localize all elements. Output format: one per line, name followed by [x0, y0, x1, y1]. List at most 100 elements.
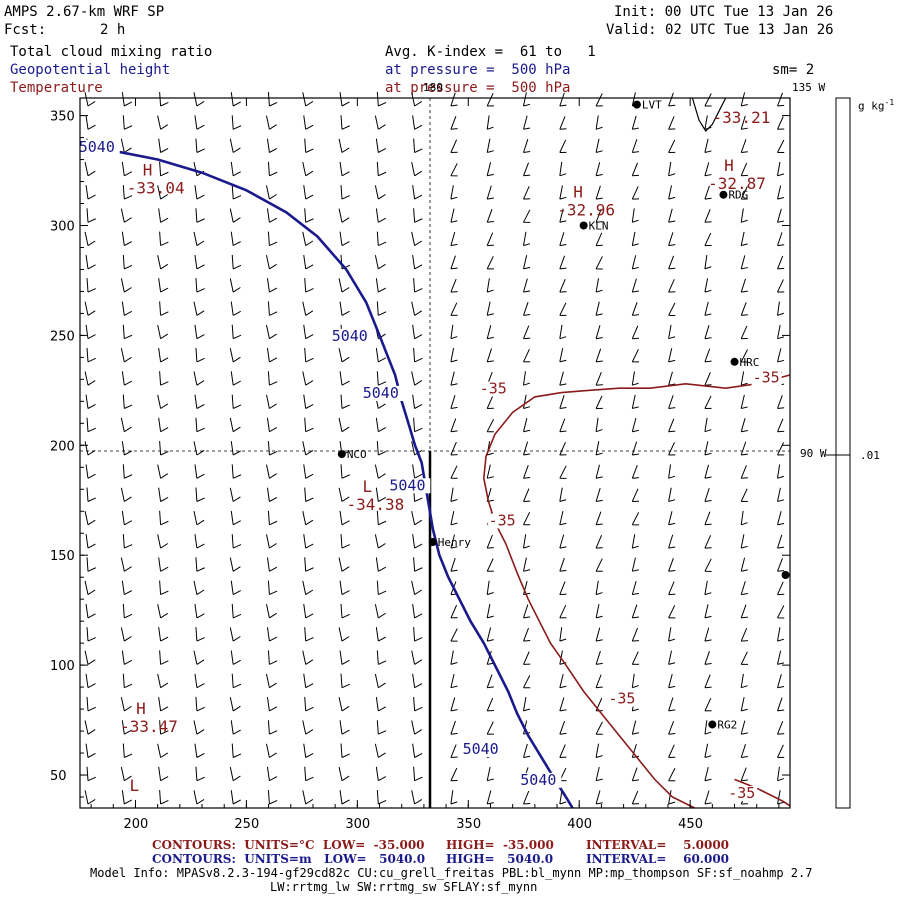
wind-barb — [339, 510, 350, 526]
wind-barb — [486, 604, 494, 619]
wind-barb — [338, 627, 350, 642]
wind-barb — [120, 138, 132, 153]
wind-barb — [559, 232, 567, 247]
wind-barb — [413, 138, 423, 153]
station-label: RG2 — [717, 718, 737, 731]
wind-barb — [121, 371, 133, 386]
wind-barb — [668, 581, 676, 596]
wind-barb — [450, 208, 458, 223]
contour-label-bg — [727, 786, 758, 802]
wind-barb — [740, 557, 748, 572]
wind-barb — [304, 347, 314, 363]
wind-barb — [304, 208, 314, 223]
wind-barb — [85, 743, 96, 758]
wind-barb — [193, 790, 205, 805]
wind-barb — [668, 279, 676, 293]
wind-barb — [229, 348, 241, 363]
wind-barb — [267, 231, 278, 247]
wind-barb — [450, 302, 458, 316]
wind-barb — [159, 650, 169, 665]
wind-barb — [450, 604, 458, 619]
wind-barb — [704, 674, 712, 689]
wind-barb — [338, 766, 350, 782]
wind-barb — [194, 324, 205, 340]
wind-barb — [375, 417, 387, 433]
wind-barb — [777, 674, 785, 689]
wind-barb — [559, 348, 567, 363]
wind-barb — [704, 138, 712, 153]
wind-barb — [267, 371, 278, 386]
wind-barb — [668, 348, 676, 363]
wind-barb — [631, 208, 639, 223]
wind-barb — [740, 115, 748, 130]
forecast-label: Fcst: — [4, 22, 47, 38]
wind-barb — [450, 232, 458, 247]
height-contour-label: 5040 — [332, 327, 368, 345]
high-symbol: H — [724, 156, 734, 175]
low-value: -34.38 — [346, 495, 404, 514]
wind-barb — [158, 208, 169, 223]
wind-barb — [740, 139, 748, 153]
model-title: AMPS 2.67-km WRF SP — [4, 4, 165, 20]
wind-barb — [229, 557, 241, 572]
wind-barb — [159, 580, 169, 596]
wind-barb — [230, 231, 241, 247]
wind-barb — [231, 534, 242, 549]
wind-barb — [595, 209, 603, 223]
wind-barb — [486, 627, 494, 642]
temp-contour-corner — [734, 778, 791, 807]
wind-barb — [704, 395, 712, 409]
wind-barb — [523, 697, 531, 712]
wind-barb — [266, 185, 277, 200]
wind-barb — [450, 348, 458, 363]
wind-barb — [523, 139, 531, 153]
wind-barb — [121, 510, 133, 526]
wind-barb — [704, 580, 712, 596]
wind-barb — [559, 557, 567, 572]
wind-barb — [704, 720, 712, 735]
wind-barb — [413, 557, 423, 572]
wind-barb — [777, 650, 785, 665]
wind-barb — [740, 255, 748, 270]
wind-barb — [559, 605, 567, 619]
wind-barb — [375, 208, 387, 223]
field-cloud-mixing: Total cloud mixing ratio — [10, 44, 213, 60]
wind-barb — [413, 627, 423, 642]
wind-barb — [486, 162, 494, 177]
wind-barb — [304, 487, 314, 502]
wind-barb — [159, 301, 169, 316]
high-symbol: H — [573, 183, 583, 202]
wind-barb — [412, 185, 423, 200]
wind-barb — [486, 232, 494, 247]
wind-barb — [267, 161, 278, 177]
wind-barb — [376, 720, 387, 735]
wind-barb — [157, 324, 169, 340]
x-tick-label: 200 — [123, 817, 148, 832]
wind-barb — [159, 440, 169, 456]
wind-barb — [339, 650, 350, 665]
wind-barb — [194, 603, 205, 619]
wind-barb — [376, 440, 387, 456]
wind-barb — [631, 255, 639, 270]
lon-lines — [80, 98, 790, 808]
wind-barb — [523, 349, 531, 363]
wind-barb — [631, 627, 640, 642]
wind-barb — [122, 254, 133, 270]
wind-barb — [777, 418, 785, 433]
wind-barb — [338, 278, 350, 293]
wind-barb — [266, 347, 278, 363]
wind-barb — [450, 394, 458, 409]
wind-barb — [338, 557, 350, 572]
temp-contour-label: -35 — [753, 369, 780, 387]
wind-barb — [523, 488, 531, 502]
wind-barb — [559, 395, 567, 409]
contour-label-bg — [388, 478, 431, 494]
wind-barb — [450, 255, 458, 270]
wind-barb — [523, 464, 531, 479]
wind-barb — [266, 138, 278, 153]
footer-temp-interval: INTERVAL= 5.0000 — [586, 838, 730, 852]
wind-barb — [595, 535, 603, 549]
wind-barb — [740, 371, 748, 386]
wind-barb — [194, 743, 205, 758]
wind-barb — [338, 348, 350, 363]
